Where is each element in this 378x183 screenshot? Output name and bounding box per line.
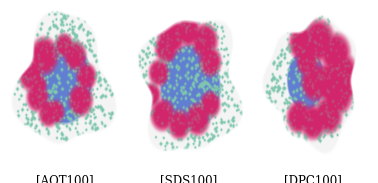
Text: [AOT100]: [AOT100] — [36, 174, 93, 183]
Text: [DPC100]: [DPC100] — [285, 174, 342, 183]
Text: [SDS100]: [SDS100] — [160, 174, 218, 183]
